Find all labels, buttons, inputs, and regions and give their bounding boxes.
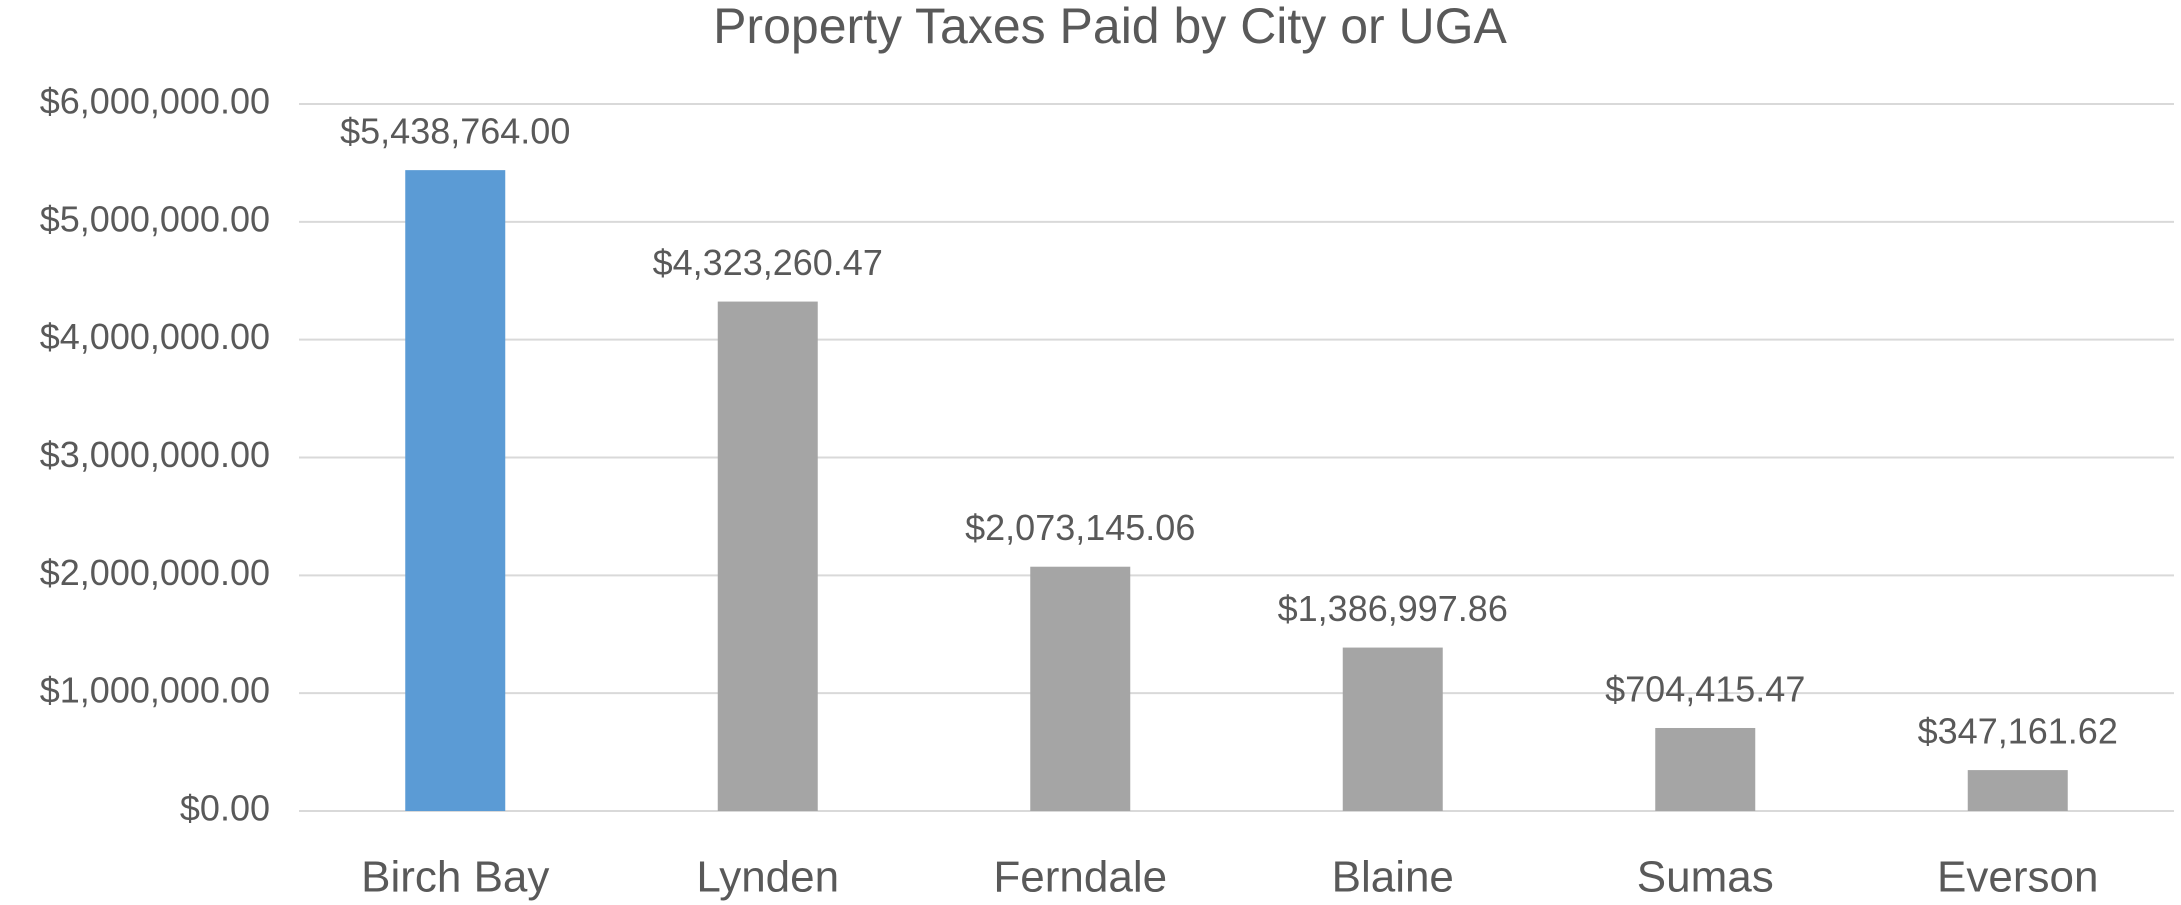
x-tick-label: Blaine [1332, 853, 1454, 902]
data-label: $5,438,764.00 [340, 111, 570, 152]
bar [405, 170, 506, 811]
data-label: $2,073,145.06 [965, 507, 1195, 548]
bar [1967, 770, 2068, 811]
bar [1030, 566, 1131, 811]
bar [1342, 647, 1443, 811]
y-tick-label: $6,000,000.00 [40, 81, 270, 122]
x-tick-label: Lynden [696, 853, 839, 902]
y-tick-label: $0.00 [180, 788, 270, 829]
data-label: $1,386,997.86 [1278, 588, 1508, 629]
y-tick-label: $5,000,000.00 [40, 198, 270, 239]
data-label: $347,161.62 [1918, 711, 2118, 752]
x-tick-label: Sumas [1637, 853, 1774, 902]
y-tick-label: $4,000,000.00 [40, 316, 270, 357]
y-tick-label: $2,000,000.00 [40, 552, 270, 593]
x-tick-label: Birch Bay [361, 853, 549, 902]
x-tick-label: Ferndale [993, 853, 1167, 902]
y-tick-label: $3,000,000.00 [40, 434, 270, 475]
data-label: $704,415.47 [1605, 669, 1805, 710]
bar [717, 301, 818, 811]
x-tick-label: Everson [1937, 853, 2098, 902]
bar [1655, 727, 1756, 811]
data-label: $4,323,260.47 [653, 242, 883, 283]
chart-title: Property Taxes Paid by City or UGA [713, 0, 1507, 54]
y-tick-label: $1,000,000.00 [40, 670, 270, 711]
